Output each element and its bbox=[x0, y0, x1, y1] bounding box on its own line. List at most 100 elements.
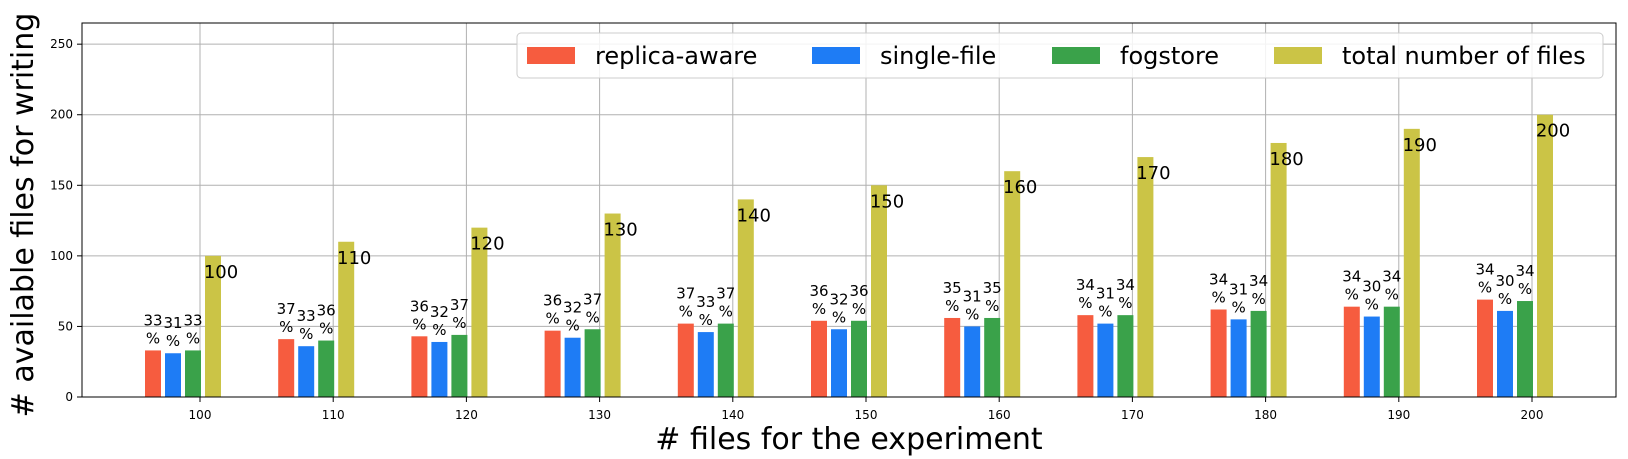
bar-percent-sign: % bbox=[299, 325, 313, 343]
bar-percent-sign: % bbox=[166, 332, 180, 350]
bar bbox=[1137, 157, 1154, 397]
bar-percent-sign: % bbox=[1078, 294, 1092, 312]
bar-value-label: 100 bbox=[204, 262, 238, 283]
bar-percent-label: 34 bbox=[1116, 276, 1135, 294]
bar-percent-label: 33 bbox=[143, 311, 162, 329]
bar-percent-sign: % bbox=[146, 329, 160, 347]
bar bbox=[1497, 310, 1513, 397]
x-tick-label: 170 bbox=[1121, 408, 1144, 422]
bar-percent-sign: % bbox=[832, 308, 846, 326]
bar-value-label: 180 bbox=[1269, 149, 1303, 170]
bar bbox=[338, 241, 355, 397]
bar-percent-sign: % bbox=[719, 303, 733, 321]
bar-percent-label: 31 bbox=[963, 287, 982, 305]
bar-percent-sign: % bbox=[1211, 288, 1225, 306]
legend: replica-aware single-file fogstore total nu… bbox=[516, 32, 1604, 79]
bar bbox=[1537, 114, 1553, 398]
bar-percent-label: 34 bbox=[1076, 276, 1095, 294]
bar-percent-sign: % bbox=[452, 314, 466, 332]
bar-percent-sign: % bbox=[1118, 294, 1132, 312]
legend-label: fogstore bbox=[1120, 42, 1219, 70]
y-axis-title: # available files for writing bbox=[6, 13, 41, 418]
bar-percent-label: 33 bbox=[297, 307, 316, 325]
legend-label: total number of files bbox=[1342, 42, 1586, 70]
bar-percent-sign: % bbox=[412, 315, 426, 333]
bar-percent-sign: % bbox=[1385, 286, 1399, 304]
bar-percent-label: 35 bbox=[983, 279, 1002, 297]
bar-percent-label: 30 bbox=[1362, 278, 1381, 296]
bar-percent-label: 36 bbox=[410, 297, 429, 315]
bar-percent-sign: % bbox=[279, 318, 293, 336]
bar bbox=[984, 317, 1001, 397]
bars bbox=[145, 114, 1553, 398]
bar-percent-sign: % bbox=[545, 310, 559, 328]
bar bbox=[318, 340, 335, 397]
x-tick-label: 200 bbox=[1521, 408, 1544, 422]
x-tick-label: 100 bbox=[189, 408, 212, 422]
bar-percent-label: 37 bbox=[583, 290, 602, 308]
bar-percent-label: 32 bbox=[563, 299, 582, 317]
bar-value-label: 200 bbox=[1536, 121, 1570, 142]
bar bbox=[1383, 306, 1400, 397]
bar-percent-label: 34 bbox=[1342, 268, 1361, 286]
legend-swatch bbox=[527, 47, 575, 64]
bar-percent-sign: % bbox=[1345, 286, 1359, 304]
bar-percent-label: 32 bbox=[829, 290, 848, 308]
legend-label: replica-aware bbox=[595, 42, 757, 70]
bar-percent-sign: % bbox=[852, 300, 866, 318]
bar bbox=[964, 326, 981, 397]
bar-percent-label: 34 bbox=[1515, 262, 1534, 280]
bar-percent-label: 37 bbox=[676, 285, 695, 303]
legend-swatch bbox=[1052, 47, 1100, 64]
x-tick-label: 140 bbox=[721, 408, 744, 422]
bar bbox=[1077, 315, 1094, 397]
bar-percent-sign: % bbox=[1231, 298, 1245, 316]
bar bbox=[471, 227, 488, 397]
bar-percent-sign: % bbox=[1365, 296, 1379, 314]
bar bbox=[1210, 309, 1227, 397]
bar-percent-label: 31 bbox=[1229, 280, 1248, 298]
bar bbox=[1477, 299, 1493, 397]
bar-percent-label: 37 bbox=[450, 296, 469, 314]
bar bbox=[584, 329, 601, 397]
bar-percent-label: 31 bbox=[163, 314, 182, 332]
bar bbox=[165, 353, 181, 397]
bar-percent-label: 37 bbox=[277, 300, 296, 318]
bar bbox=[604, 213, 621, 397]
bar bbox=[451, 334, 468, 397]
bar-percent-label: 36 bbox=[849, 282, 868, 300]
x-tick-label: 190 bbox=[1387, 408, 1410, 422]
bar bbox=[717, 323, 734, 397]
bar bbox=[145, 350, 161, 397]
bar bbox=[1270, 142, 1287, 397]
bar-percent-sign: % bbox=[1478, 279, 1492, 297]
bar bbox=[544, 330, 561, 397]
bar-percent-sign: % bbox=[985, 297, 999, 315]
bar-percent-label: 33 bbox=[696, 293, 715, 311]
bar bbox=[1363, 316, 1380, 397]
bar-percent-label: 30 bbox=[1495, 272, 1514, 290]
bar-percent-label: 34 bbox=[1382, 268, 1401, 286]
x-tick-label: 110 bbox=[322, 408, 345, 422]
x-tick-label: 150 bbox=[855, 408, 878, 422]
bar-percent-label: 36 bbox=[317, 302, 336, 320]
y-tick-label: 50 bbox=[58, 319, 73, 333]
bar-percent-sign: % bbox=[965, 305, 979, 323]
bar-percent-sign: % bbox=[1498, 290, 1512, 308]
bar bbox=[697, 332, 714, 397]
y-tick-label: 150 bbox=[50, 178, 73, 192]
bar bbox=[851, 320, 867, 397]
bar-percent-label: 36 bbox=[809, 282, 828, 300]
y-tick-label: 250 bbox=[50, 37, 73, 51]
bar-value-label: 160 bbox=[1003, 177, 1037, 198]
x-tick-label: 180 bbox=[1254, 408, 1277, 422]
bar bbox=[411, 336, 428, 397]
bar-percent-label: 32 bbox=[430, 303, 449, 321]
bar-value-label: 140 bbox=[737, 205, 771, 226]
bar-value-label: 110 bbox=[337, 248, 371, 269]
y-tick-label: 200 bbox=[50, 108, 73, 122]
bar-percent-label: 35 bbox=[943, 279, 962, 297]
bar-value-label: 190 bbox=[1403, 135, 1437, 156]
bar-percent-label: 37 bbox=[716, 285, 735, 303]
legend-swatch bbox=[1274, 47, 1322, 64]
